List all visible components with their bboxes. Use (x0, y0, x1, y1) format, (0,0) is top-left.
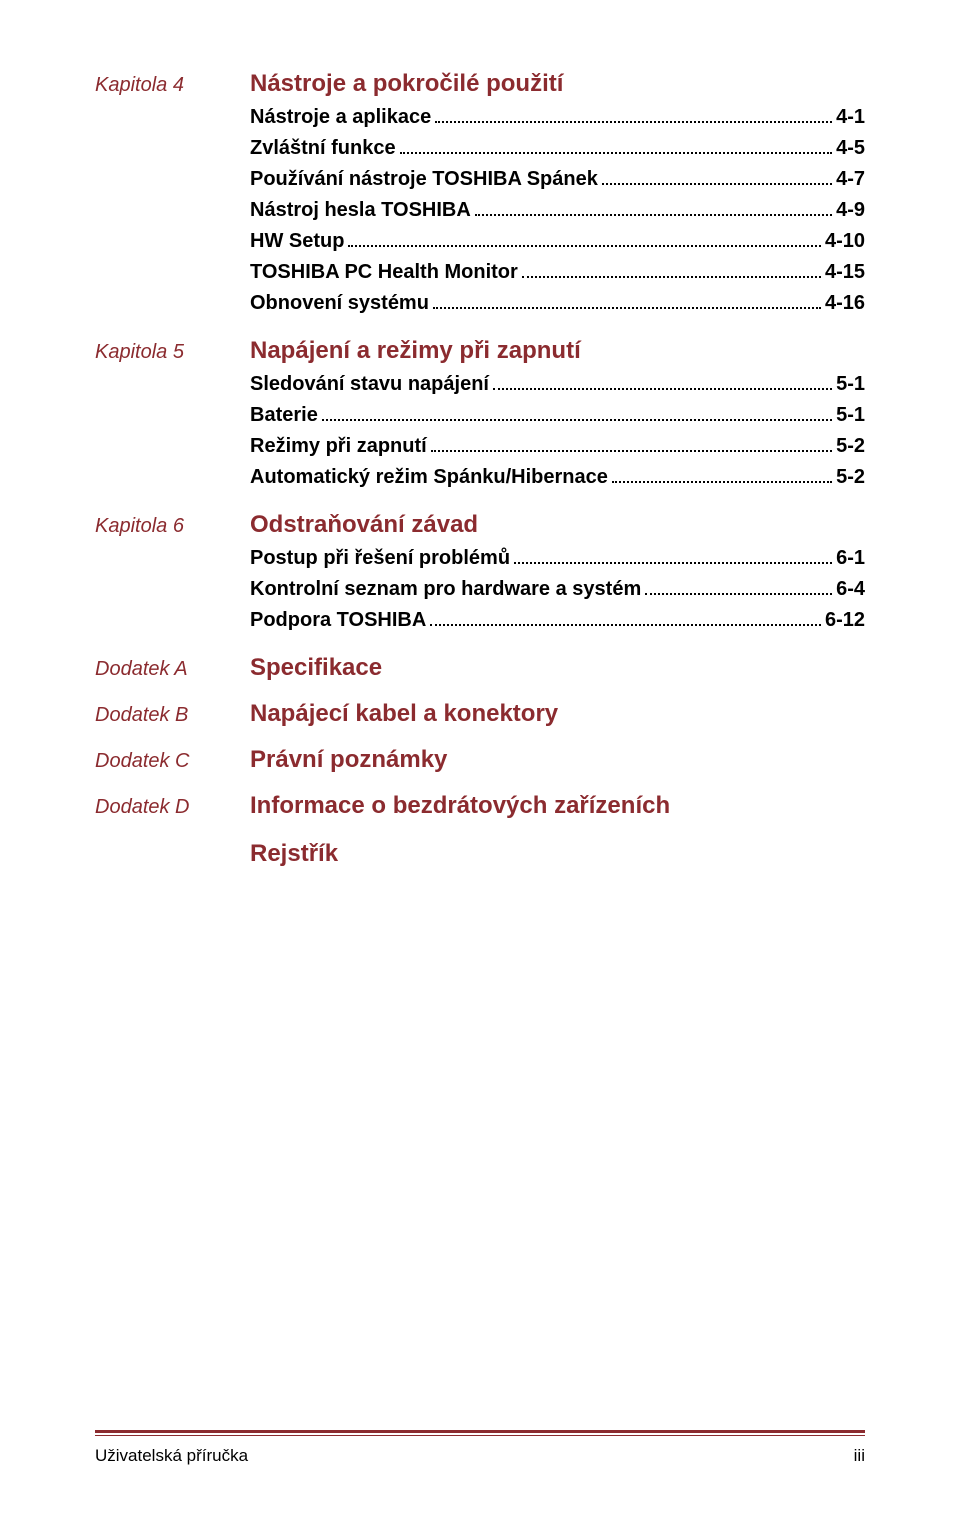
toc-leader-dots (612, 481, 832, 483)
toc-entry-page: 6-12 (825, 605, 865, 636)
toc-entry-page: 6-1 (836, 543, 865, 574)
toc-entry-text: Režimy při zapnutí (250, 431, 427, 462)
toc-entry-page: 4-10 (825, 226, 865, 257)
toc-entry-page: 5-1 (836, 400, 865, 431)
toc-entry-text: Kontrolní seznam pro hardware a systém (250, 574, 641, 605)
chapter-block: Dodatek DInformace o bezdrátových zaříze… (95, 792, 865, 820)
toc-entry[interactable]: Nástroj hesla TOSHIBA 4-9 (250, 195, 865, 226)
toc-entry-text: Podpora TOSHIBA (250, 605, 426, 636)
chapter-label: Dodatek B (95, 704, 250, 727)
toc-entry-text: Používání nástroje TOSHIBA Spánek (250, 164, 598, 195)
toc-entry-text: Sledování stavu napájení (250, 369, 489, 400)
chapter-label: Kapitola 6 (95, 515, 250, 538)
chapter-header: Dodatek CPrávní poznámky (95, 746, 865, 774)
toc-leader-dots (433, 307, 821, 309)
chapter-title[interactable]: Napájecí kabel a konektory (250, 700, 558, 728)
chapter-block: Kapitola 6Odstraňování závad Postup při ř… (95, 511, 865, 636)
chapter-header: Kapitola 6Odstraňování závad (95, 511, 865, 539)
chapter-block: Dodatek BNapájecí kabel a konektory (95, 700, 865, 728)
chapter-block: Kapitola 4Nástroje a pokročilé použitíNá… (95, 70, 865, 319)
toc-leader-dots (602, 183, 832, 185)
chapter-label: Kapitola 5 (95, 341, 250, 364)
toc-entry[interactable]: TOSHIBA PC Health Monitor 4-15 (250, 257, 865, 288)
chapter-label: Dodatek D (95, 796, 250, 819)
toc-entry-page: 4-16 (825, 288, 865, 319)
toc-entry[interactable]: Baterie 5-1 (250, 400, 865, 431)
chapter-title[interactable]: Specifikace (250, 654, 382, 682)
toc-leader-dots (475, 214, 832, 216)
chapter-label: Kapitola 4 (95, 74, 250, 97)
footer-rule-thick (95, 1430, 865, 1433)
toc-entry-text: Automatický režim Spánku/Hibernace (250, 462, 608, 493)
chapter-title[interactable]: Napájení a režimy při zapnutí (250, 337, 581, 365)
toc-leader-dots (430, 624, 821, 626)
toc-entry-page: 4-7 (836, 164, 865, 195)
toc-entry[interactable]: Obnovení systému 4-16 (250, 288, 865, 319)
toc-leader-dots (493, 388, 832, 390)
chapter-entries: Sledování stavu napájení5-1Baterie5-1Rež… (250, 369, 865, 493)
chapter-entries: Postup při řešení problémů6-1Kontrolní s… (250, 543, 865, 636)
footer-left: Uživatelská příručka (95, 1446, 248, 1466)
chapter-title[interactable]: Právní poznámky (250, 746, 447, 774)
chapter-block: Kapitola 5Napájení a režimy při zapnutí S… (95, 337, 865, 493)
index-heading: Rejstřík (250, 840, 865, 868)
chapter-entries: Nástroje a aplikace 4-1 Zvláštní funkce 4-5… (250, 102, 865, 319)
chapter-title[interactable]: Odstraňování závad (250, 511, 478, 539)
toc-entry[interactable]: Používání nástroje TOSHIBA Spánek 4-7 (250, 164, 865, 195)
toc-entry-page: 6-4 (836, 574, 865, 605)
toc-entry[interactable]: Sledování stavu napájení 5-1 (250, 369, 865, 400)
toc-entry[interactable]: Zvláštní funkce 4-5 (250, 133, 865, 164)
footer-page-number: iii (854, 1446, 865, 1466)
toc-entry-text: TOSHIBA PC Health Monitor (250, 257, 518, 288)
toc-entry-page: 5-2 (836, 431, 865, 462)
chapter-block: Dodatek ASpecifikace (95, 654, 865, 682)
toc-entry[interactable]: Postup při řešení problémů 6-1 (250, 543, 865, 574)
chapter-header: Dodatek ASpecifikace (95, 654, 865, 682)
chapter-title[interactable]: Nástroje a pokročilé použití (250, 70, 563, 98)
page-footer: Uživatelská příručka iii (95, 1430, 865, 1466)
toc-entry-text: Zvláštní funkce (250, 133, 396, 164)
toc-leader-dots (522, 276, 821, 278)
toc-entry-page: 4-9 (836, 195, 865, 226)
toc-entry[interactable]: Režimy při zapnutí 5-2 (250, 431, 865, 462)
toc-leader-dots (322, 419, 832, 421)
footer-rule-thin (95, 1435, 865, 1436)
toc-entry-text: Nástroje a aplikace (250, 102, 431, 133)
chapter-block: Dodatek CPrávní poznámky (95, 746, 865, 774)
toc-leader-dots (435, 121, 832, 123)
toc-entry-text: Obnovení systému (250, 288, 429, 319)
table-of-contents: Kapitola 4Nástroje a pokročilé použitíNá… (95, 70, 865, 820)
toc-entry[interactable]: Nástroje a aplikace 4-1 (250, 102, 865, 133)
chapter-label: Dodatek A (95, 658, 250, 681)
toc-entry-text: Nástroj hesla TOSHIBA (250, 195, 471, 226)
toc-leader-dots (431, 450, 832, 452)
toc-entry-page: 5-2 (836, 462, 865, 493)
toc-entry-page: 4-15 (825, 257, 865, 288)
toc-leader-dots (645, 593, 832, 595)
toc-entry[interactable]: Kontrolní seznam pro hardware a systém 6-… (250, 574, 865, 605)
chapter-header: Kapitola 5Napájení a režimy při zapnutí (95, 337, 865, 365)
chapter-title[interactable]: Informace o bezdrátových zařízeních (250, 792, 670, 820)
toc-entry-page: 4-1 (836, 102, 865, 133)
toc-entry-page: 5-1 (836, 369, 865, 400)
toc-entry-text: Baterie (250, 400, 318, 431)
toc-leader-dots (348, 245, 821, 247)
toc-entry[interactable]: HW Setup 4-10 (250, 226, 865, 257)
toc-entry-text: Postup při řešení problémů (250, 543, 510, 574)
toc-leader-dots (400, 152, 832, 154)
chapter-header: Dodatek BNapájecí kabel a konektory (95, 700, 865, 728)
chapter-header: Dodatek DInformace o bezdrátových zaříze… (95, 792, 865, 820)
toc-entry[interactable]: Podpora TOSHIBA 6-12 (250, 605, 865, 636)
chapter-header: Kapitola 4Nástroje a pokročilé použití (95, 70, 865, 98)
toc-entry-text: HW Setup (250, 226, 344, 257)
chapter-label: Dodatek C (95, 750, 250, 773)
toc-entry[interactable]: Automatický režim Spánku/Hibernace 5-2 (250, 462, 865, 493)
toc-leader-dots (514, 562, 832, 564)
toc-entry-page: 4-5 (836, 133, 865, 164)
